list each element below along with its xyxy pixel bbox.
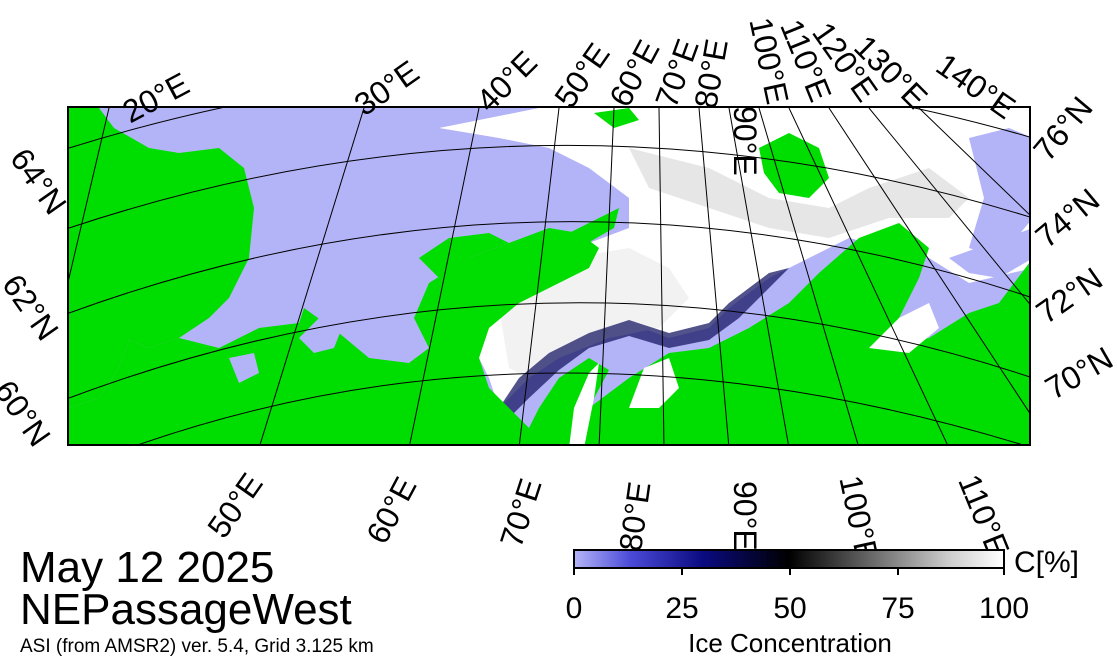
lat-label-left-64n: 64°N [3,141,74,221]
map-date: May 12 2025 [20,543,275,592]
colorbar-tick-label-25: 25 [665,592,699,625]
land-siberia-east [580,223,1029,444]
lon-label-bottom-90e: 90°E [727,481,763,551]
colorbar-tick-50 [789,567,791,575]
lon-label-top-50e: 50°E [547,36,617,115]
land-scandinavia [69,108,254,408]
laptev-open-water [969,128,1029,258]
colorbar-tick-label-100: 100 [978,592,1030,625]
land-severnaya-zemlya [759,133,829,198]
lon-label-bottom-110e: 110°E [951,469,1017,562]
region-name: NEPassageWest [20,585,352,634]
lat-label-right-76n: 76°N [1026,89,1100,168]
ice-edge-grey [629,148,969,238]
colorbar-tick-label-0: 0 [565,592,583,625]
lat-label-right-70n: 70°N [1039,339,1117,407]
ice-concentration-colorbar [573,549,1005,569]
land-franz-josef [594,108,639,128]
colorbar-title: Ice Concentration [688,628,892,658]
lon-label-bottom-50e: 50°E [200,466,270,545]
graticule [69,108,1029,444]
colorbar-tick-25 [681,567,683,575]
colorbar-tick-label-50: 50 [773,592,807,625]
lon-label-top-90e: 90°E [727,106,763,176]
ob-gulf [569,363,599,444]
land-novaya-zemlya [464,208,619,293]
lon-label-bottom-70e: 70°E [492,474,549,552]
colorbar-tick-0 [573,567,575,575]
colorbar-unit: C[%] [1014,546,1080,579]
lake-ladoga [229,353,259,383]
lat-label-right-74n: 74°N [1028,181,1107,255]
ice-concentration-map [67,106,1031,446]
lat-label-right-72n: 72°N [1029,260,1109,331]
map-canvas [69,108,1029,444]
lon-label-bottom-60e: 60°E [359,470,424,550]
lat-label-left-60n: 60°N [0,373,58,453]
white-sea [299,318,344,353]
taymyr-bay [869,303,939,353]
lat-label-left-62n: 62°N [0,267,66,347]
colorbar-tick-100 [1003,567,1005,575]
colorbar-tick-75 [897,567,899,575]
colorbar-tick-label-75: 75 [881,592,915,625]
yenisei-gulf [629,358,679,408]
land-kola [419,233,509,278]
product-info: ASI (from AMSR2) ver. 5.4, Grid 3.125 km [20,636,374,657]
lon-label-bottom-80e: 80°E [612,479,658,554]
